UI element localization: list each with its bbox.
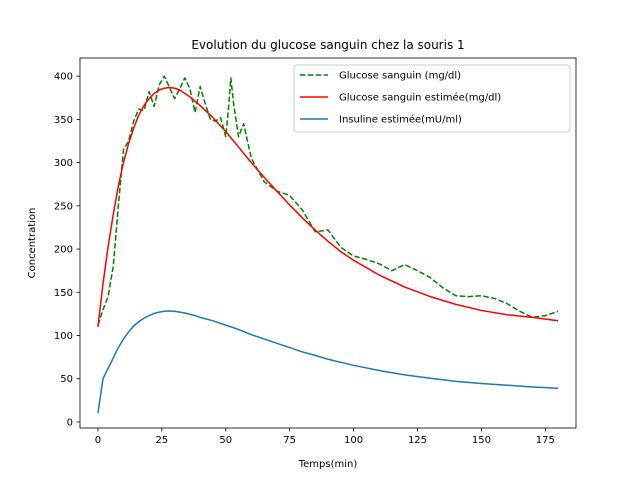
legend: Glucose sanguin (mg/dl) Glucose sanguin e… xyxy=(293,64,571,133)
x-tick-label: 75 xyxy=(283,435,296,446)
series-line-2 xyxy=(97,86,559,327)
x-tick-label: 25 xyxy=(155,435,168,446)
chart-title: Evolution du glucose sanguin chez la sou… xyxy=(191,38,464,52)
y-tick-label: 100 xyxy=(54,331,73,342)
y-tick-label: 200 xyxy=(54,245,73,256)
y-tick-label: 150 xyxy=(54,288,73,299)
x-tick-label: 100 xyxy=(344,435,363,446)
y-tick-label: 350 xyxy=(54,115,73,126)
y-tick-label: 0 xyxy=(67,417,73,428)
legend-label-1: Glucose sanguin (mg/dl) xyxy=(339,71,461,82)
plot-area xyxy=(97,75,559,414)
x-axis: 0 25 50 75 100 125 150 175 xyxy=(95,428,555,446)
y-axis-label: Concentration xyxy=(27,208,38,279)
x-tick-label: 125 xyxy=(408,435,427,446)
legend-label-2: Glucose sanguin estimée(mg/dl) xyxy=(339,92,501,104)
legend-box xyxy=(293,64,571,133)
x-tick-label: 50 xyxy=(219,435,232,446)
y-axis: 0 50 100 150 200 250 300 350 400 xyxy=(54,72,80,428)
x-tick-label: 175 xyxy=(536,435,555,446)
series-line-1 xyxy=(97,75,559,326)
y-tick-label: 50 xyxy=(60,374,73,385)
x-tick-label: 150 xyxy=(472,435,491,446)
series-line-3 xyxy=(97,310,559,414)
legend-label-3: Insuline estimée(mU/ml) xyxy=(339,114,462,126)
x-axis-label: Temps(min) xyxy=(298,459,358,470)
axes-frame xyxy=(79,57,577,429)
y-tick-label: 300 xyxy=(54,158,73,169)
y-tick-label: 250 xyxy=(54,201,73,212)
y-tick-label: 400 xyxy=(54,72,73,83)
x-tick-label: 0 xyxy=(95,435,101,446)
